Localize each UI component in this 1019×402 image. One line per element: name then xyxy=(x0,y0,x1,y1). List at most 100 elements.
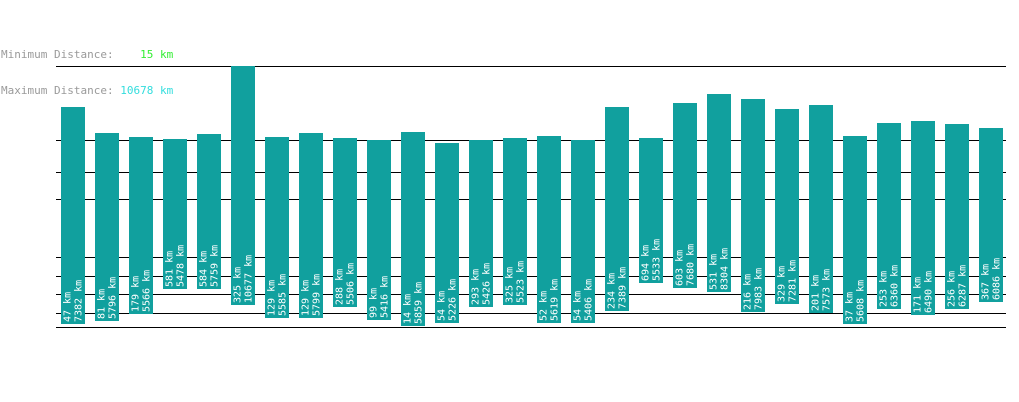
bar-max-label: 6490 km xyxy=(924,271,935,313)
bar-max-label: 5759 km xyxy=(210,245,221,287)
bar-min-label: 603 km xyxy=(675,250,686,286)
distance-bar xyxy=(469,140,493,307)
bar-max-label: 7680 km xyxy=(686,244,697,286)
bar-min-label: 129 km xyxy=(301,280,312,316)
bar-min-label: 54 km xyxy=(437,291,448,321)
bar-min-label: 47 km xyxy=(63,292,74,322)
bar-min-label: 694 km xyxy=(641,245,652,281)
bar-min-label: 129 km xyxy=(267,280,278,316)
distance-bar-group: 256 km 6287 km xyxy=(945,124,969,309)
distance-bar-group: 216 km 7983 km xyxy=(741,99,765,312)
distance-bar xyxy=(945,124,969,309)
distance-bar-group: 234 km 7389 km xyxy=(605,107,629,311)
bar-min-label: 179 km xyxy=(131,276,142,312)
bar-max-label: 8304 km xyxy=(720,248,731,290)
bar-min-label: 253 km xyxy=(879,271,890,307)
bar-max-label: 5608 km xyxy=(856,280,867,322)
bar-max-label: 5226 km xyxy=(448,279,459,321)
bar-min-label: 367 km xyxy=(981,264,992,300)
bar-max-label: 7382 km xyxy=(74,280,85,322)
bar-min-label: 52 km xyxy=(539,291,550,321)
distance-bar xyxy=(401,132,425,326)
bar-min-label: 37 km xyxy=(845,292,856,322)
min-distance-value: 15 km xyxy=(140,48,174,61)
distance-bar xyxy=(333,138,357,307)
distance-bar-group: 201 km 7573 km xyxy=(809,105,833,313)
distance-bar xyxy=(605,107,629,311)
bar-min-label: 329 km xyxy=(777,266,788,302)
distance-bar-group: 54 km 5226 km xyxy=(435,143,459,323)
bar-max-label: 6360 km xyxy=(890,265,901,307)
distance-bar-group: 179 km 5566 km xyxy=(129,137,153,314)
distance-bar-group: 171 km 6490 km xyxy=(911,121,935,315)
distance-bar xyxy=(639,138,663,283)
distance-bar-group: 37 km 5608 km xyxy=(843,136,867,324)
distance-bar-group: 293 km 5426 km xyxy=(469,140,493,307)
bar-max-label: 10677 km xyxy=(244,255,255,303)
bar-max-label: 5619 km xyxy=(550,279,561,321)
distance-bar xyxy=(163,139,187,289)
bar-min-label: 581 km xyxy=(165,251,176,287)
bar-min-label: 293 km xyxy=(471,269,482,305)
max-distance-row: Maximum Distance: 10678 km xyxy=(1,85,173,97)
bar-min-label: 288 km xyxy=(335,269,346,305)
max-distance-value: 10678 km xyxy=(120,84,174,97)
bar-min-label: 256 km xyxy=(947,271,958,307)
distance-bar xyxy=(673,103,697,288)
bar-max-label: 7389 km xyxy=(618,267,629,309)
distance-bar-group: 325 km 10677 km xyxy=(231,66,255,305)
distance-bar-group: 367 km 6086 km xyxy=(979,128,1003,302)
distance-bar-group: 14 km 5859 km xyxy=(401,132,425,326)
bar-max-label: 5799 km xyxy=(312,274,323,316)
distance-bar-group: 288 km 5506 km xyxy=(333,138,357,307)
bar-max-label: 7281 km xyxy=(788,260,799,302)
distance-bar-group: 329 km 7281 km xyxy=(775,109,799,304)
bar-min-label: 531 km xyxy=(709,254,720,290)
bar-max-label: 5796 km xyxy=(108,277,119,319)
distance-bar-group: 253 km 6360 km xyxy=(877,123,901,309)
distance-bar xyxy=(809,105,833,313)
distance-bar xyxy=(843,136,867,324)
min-distance-label: Minimum Distance: xyxy=(1,48,114,61)
bar-min-label: 234 km xyxy=(607,273,618,309)
bar-min-label: 201 km xyxy=(811,275,822,311)
distance-bar xyxy=(877,123,901,309)
distance-bar xyxy=(707,94,731,292)
bar-min-label: 14 km xyxy=(403,294,414,324)
bar-min-label: 216 km xyxy=(743,274,754,310)
distance-bar xyxy=(299,133,323,318)
distance-bar-group: 99 km 5416 km xyxy=(367,140,391,320)
bar-max-label: 5566 km xyxy=(142,270,153,312)
distance-bar xyxy=(537,136,561,323)
bar-max-label: 6086 km xyxy=(992,258,1003,300)
bar-min-label: 54 km xyxy=(573,291,584,321)
bar-min-label: 325 km xyxy=(505,267,516,303)
distance-bar xyxy=(503,138,527,305)
bar-min-label: 99 km xyxy=(369,288,380,318)
distance-bar-group: 584 km 5759 km xyxy=(197,134,221,289)
min-distance-row: Minimum Distance: 15 km xyxy=(1,49,173,61)
distance-bar-group: 129 km 5799 km xyxy=(299,133,323,318)
bar-min-label: 81 km xyxy=(97,289,108,319)
distance-bar xyxy=(741,99,765,312)
max-distance-label: Maximum Distance: xyxy=(1,84,114,97)
bar-max-label: 5406 km xyxy=(584,279,595,321)
distance-bar-group: 47 km 7382 km xyxy=(61,107,85,324)
bar-min-label: 325 km xyxy=(233,267,244,303)
bar-max-label: 5416 km xyxy=(380,276,391,318)
bar-max-label: 5533 km xyxy=(652,239,663,281)
distance-bar xyxy=(435,143,459,323)
distance-bar xyxy=(775,109,799,304)
bar-max-label: 7573 km xyxy=(822,269,833,311)
bar-min-label: 584 km xyxy=(199,251,210,287)
distance-bar xyxy=(61,107,85,324)
bar-max-label: 5506 km xyxy=(346,263,357,305)
distance-bar-group: 325 km 5523 km xyxy=(503,138,527,305)
distance-bar-group: 581 km 5478 km xyxy=(163,139,187,289)
distance-bar-group: 54 km 5406 km xyxy=(571,140,595,323)
distance-bar xyxy=(95,133,119,321)
distance-bar xyxy=(265,137,289,318)
bar-max-label: 7983 km xyxy=(754,268,765,310)
distance-bar-group: 52 km 5619 km xyxy=(537,136,561,323)
distance-bar-group: 531 km 8304 km xyxy=(707,94,731,292)
